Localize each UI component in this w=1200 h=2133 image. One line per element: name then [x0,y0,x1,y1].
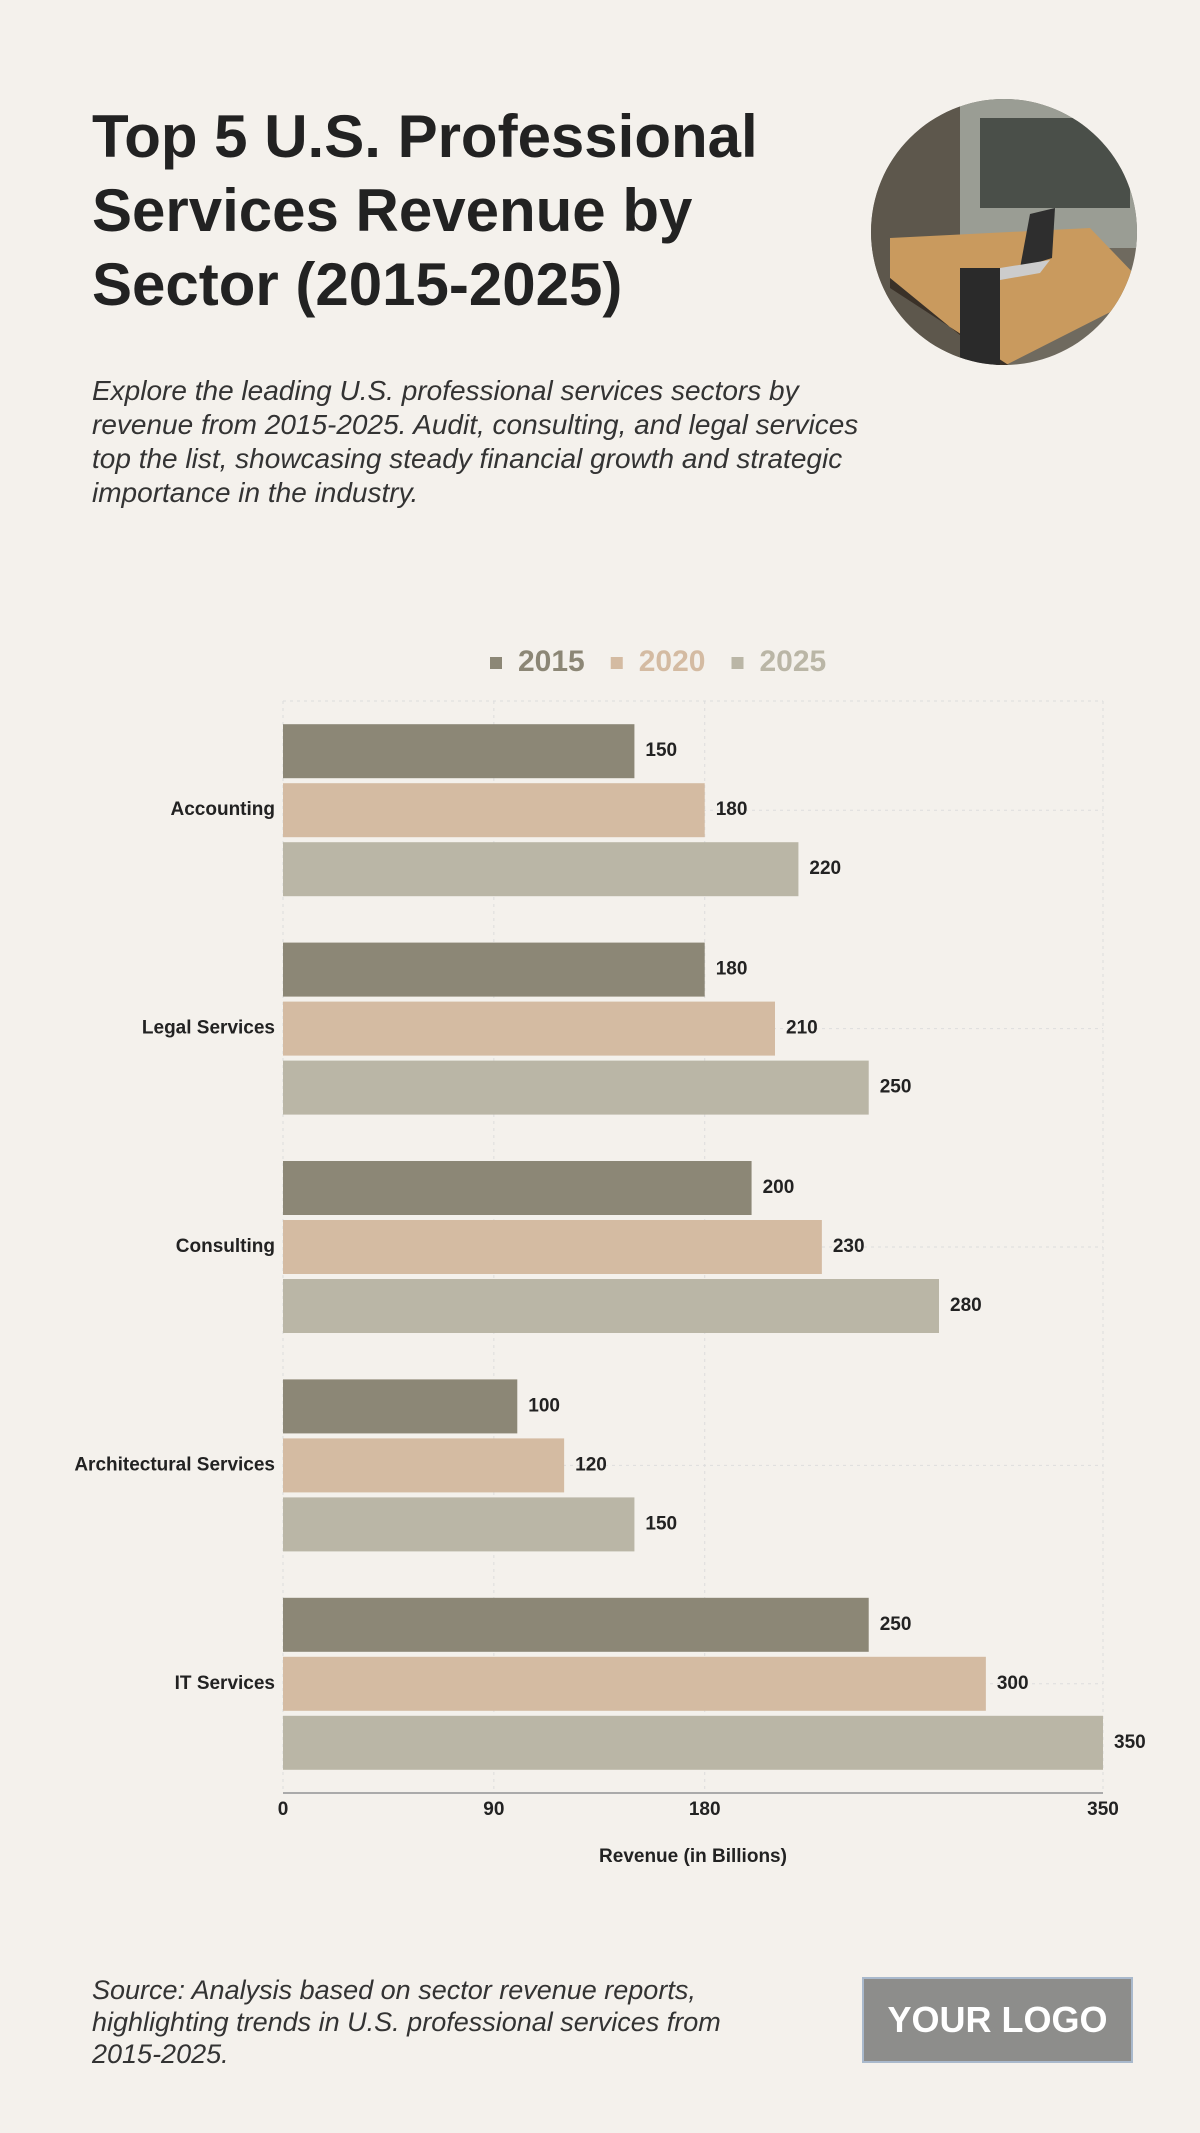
subtitle: Explore the leading U.S. professional se… [92,375,859,508]
value-label: 250 [880,1614,912,1635]
legend-swatch [731,657,744,669]
y-tick-label: Accounting [171,799,276,820]
bar [283,1161,752,1215]
bar [283,1597,869,1652]
legend-label: 2025 [760,645,827,678]
x-tick-label: 350 [1087,1799,1119,1820]
bar [283,1656,986,1711]
value-label: 200 [763,1177,795,1198]
value-label: 150 [645,1513,677,1534]
x-tick-label: 0 [278,1799,289,1820]
bar [283,1715,1103,1770]
bar [283,783,705,838]
bar [283,1438,565,1493]
legend-label: 2015 [518,645,585,678]
bar [283,724,635,779]
title: Top 5 U.S. Professional Services Revenue… [92,103,758,318]
photo [871,99,1137,365]
value-label: 300 [997,1673,1029,1694]
bar [283,842,799,897]
chart: 0 90 180 350 Revenue (in Billions) 2015 2020 20… [74,645,1146,1867]
y-tick-label: Architectural Services [74,1454,275,1475]
value-label: 220 [809,858,841,879]
y-tick-label: IT Services [175,1673,275,1694]
value-label: 180 [716,799,748,820]
value-label: 210 [786,1018,818,1039]
value-label: 230 [833,1236,865,1257]
value-label: 100 [528,1395,560,1416]
value-label: 350 [1114,1732,1146,1753]
bar [283,1001,775,1056]
y-tick-label: Consulting [176,1236,275,1257]
value-label: 120 [575,1454,607,1475]
x-axis-label: Revenue (in Billions) [599,1846,787,1867]
bar [283,1060,869,1115]
bar [283,1220,822,1274]
value-label: 150 [645,740,677,761]
x-tick-label: 180 [689,1799,721,1820]
source-note: Source: Analysis based on sector revenue… [92,1975,721,2069]
legend-swatch [490,657,502,669]
logo: YOUR LOGO [862,1977,1133,2063]
value-label: 180 [716,959,748,980]
bar [283,1379,518,1434]
bar [283,1497,635,1552]
x-tick-label: 90 [483,1799,504,1820]
legend-swatch [610,657,623,669]
legend-label: 2020 [639,645,706,678]
value-label: 250 [880,1077,912,1098]
y-tick-label: Legal Services [142,1018,275,1039]
value-label: 280 [950,1295,982,1316]
bar [283,942,705,997]
bar [283,1279,939,1333]
